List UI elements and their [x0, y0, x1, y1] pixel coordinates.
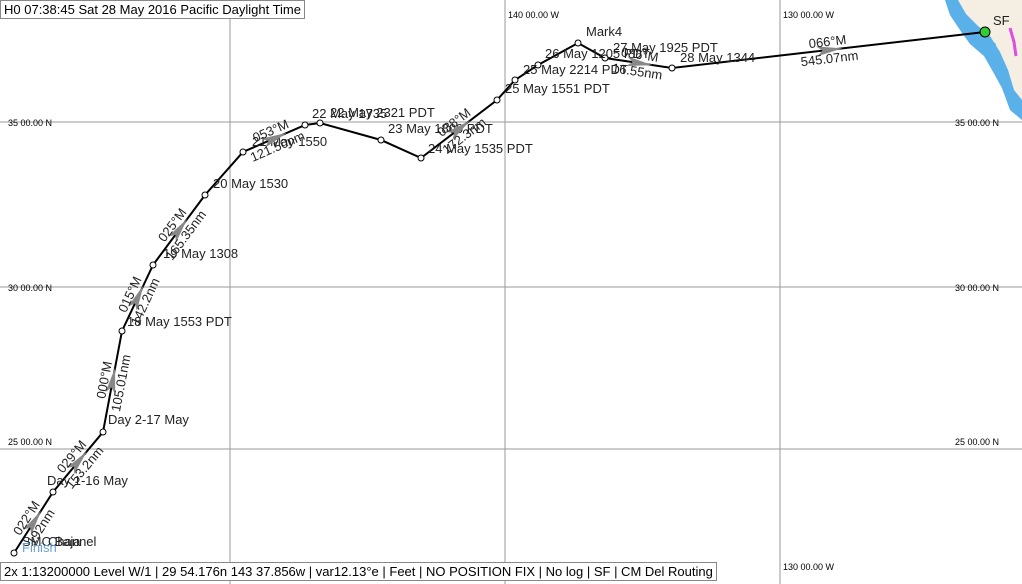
waypoint-label: Day 1-16 May — [47, 473, 128, 488]
boat-mark — [1008, 27, 1018, 57]
route-point — [534, 61, 542, 69]
route-point — [301, 121, 309, 129]
latitude-label: 25 00.00 N — [955, 437, 999, 447]
waypoint-label: 19 May 1308 — [163, 246, 238, 261]
leg-distance: 16.55nm — [611, 60, 663, 82]
waypoint-label: 28 May 1344 — [680, 50, 755, 65]
route-point — [239, 148, 247, 156]
waypoint-label: 22 May 2321 PDT — [330, 105, 435, 120]
leg-arrow — [127, 285, 144, 311]
waypoint-label: 22 May 1735 — [312, 106, 387, 121]
waypoint-label: 18 May 1553 PDT — [127, 314, 232, 329]
route-point — [668, 64, 676, 72]
status-bar: 2x 1:13200000 Level W/1 | 29 54.176n 143… — [0, 562, 717, 581]
leg-arrow — [66, 451, 87, 475]
leg-arrow — [22, 510, 42, 536]
waypoint-label: SMC Baja — [22, 534, 81, 549]
leg-arrow — [446, 120, 471, 141]
route-point — [601, 54, 609, 62]
leg-arrow — [625, 56, 653, 67]
leg-distance: 545.07nm — [800, 48, 859, 70]
latitude-label: 30 00.00 N — [955, 283, 999, 293]
leg-arrow — [105, 367, 116, 395]
leg-arrow — [816, 46, 843, 57]
time-header: H0 07:38:45 Sat 28 May 2016 Pacific Dayl… — [0, 0, 305, 19]
route-point — [10, 549, 18, 557]
route-point — [316, 119, 324, 127]
route — [13, 31, 986, 554]
leg-bearing: 086°M — [620, 44, 660, 64]
waypoint-label: 25 May 1551 PDT — [505, 81, 610, 96]
leg-arrow — [261, 132, 287, 148]
route-point — [149, 261, 157, 269]
leg-bearing: 000°M — [93, 360, 115, 400]
route-point — [417, 154, 425, 162]
route-point — [493, 96, 501, 104]
latitude-label: 25 00.00 N — [8, 437, 52, 447]
waypoint-label: Finish — [22, 540, 57, 555]
route-point — [574, 39, 582, 47]
waypoint-label: 26 May 1205 PDT — [545, 46, 650, 61]
latitude-label: 35 00.00 N — [955, 118, 999, 128]
route-point — [377, 136, 385, 144]
waypoint-label: 24 May 1535 PDT — [428, 141, 533, 156]
latitude-label: 35 00.00 N — [8, 118, 52, 128]
longitude-label: 130 00.00 W — [783, 10, 835, 20]
bay — [988, 38, 996, 58]
waypoint-label: 20 May 1530 — [213, 176, 288, 191]
waypoint-label: Mark4 — [586, 24, 622, 39]
leg-arrow — [167, 218, 188, 243]
waypoint-label: 23 May 1800 PDT — [388, 121, 493, 136]
leg-bearing: 066°M — [808, 32, 847, 51]
latitude-label: 30 00.00 N — [8, 283, 52, 293]
waypoint-label: Channel — [48, 534, 97, 549]
waypoint-label: 25 May 2214 PDT — [523, 62, 628, 77]
waypoint-label: Day 2-17 May — [108, 412, 189, 427]
waypoint-label: 27 May 1925 PDT — [613, 40, 718, 55]
route-point — [979, 26, 991, 38]
waypoint-label: SF — [993, 13, 1010, 28]
route-point — [99, 428, 107, 436]
longitude-label: 140 00.00 W — [508, 10, 560, 20]
coast-water — [945, 0, 1022, 120]
route-point — [49, 488, 57, 496]
longitude-label: 130 00.00 W — [783, 562, 835, 572]
route-point — [511, 76, 519, 84]
route-point — [201, 191, 209, 199]
route-point — [118, 327, 126, 335]
